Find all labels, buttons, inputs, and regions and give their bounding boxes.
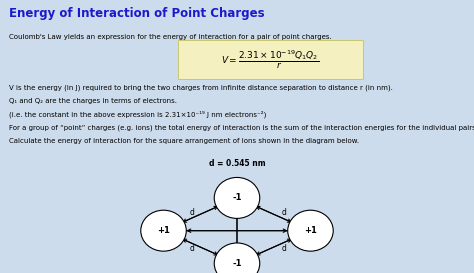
Text: d: d xyxy=(282,208,287,217)
Ellipse shape xyxy=(141,210,186,251)
FancyBboxPatch shape xyxy=(178,40,363,79)
Text: (i.e. the constant in the above expression is 2.31×10⁻¹⁹ J nm electrons⁻²): (i.e. the constant in the above expressi… xyxy=(9,111,267,118)
Text: Calculate the energy of interaction for the square arrangement of ions shown in : Calculate the energy of interaction for … xyxy=(9,138,360,144)
Text: Energy of Interaction of Point Charges: Energy of Interaction of Point Charges xyxy=(9,7,265,20)
Text: Coulomb's Law yields an expression for the energy of interaction for a pair of p: Coulomb's Law yields an expression for t… xyxy=(9,34,332,40)
Text: d: d xyxy=(190,244,194,253)
Ellipse shape xyxy=(288,210,333,251)
Ellipse shape xyxy=(214,177,260,218)
Text: For a group of “point” charges (e.g. ions) the total energy of interaction is th: For a group of “point” charges (e.g. ion… xyxy=(9,125,474,131)
Text: -1: -1 xyxy=(232,259,242,268)
Text: +1: +1 xyxy=(304,226,317,235)
Text: d: d xyxy=(190,208,194,217)
Text: $V = \dfrac{2.31 \times 10^{-19}Q_1Q_2}{r}$: $V = \dfrac{2.31 \times 10^{-19}Q_1Q_2}{… xyxy=(221,48,319,71)
Ellipse shape xyxy=(214,243,260,273)
Text: d = 0.545 nm: d = 0.545 nm xyxy=(209,159,265,168)
Text: Q₁ and Q₂ are the charges in terms of electrons.: Q₁ and Q₂ are the charges in terms of el… xyxy=(9,98,177,104)
Text: -1: -1 xyxy=(232,194,242,202)
Text: +1: +1 xyxy=(157,226,170,235)
Text: d: d xyxy=(282,244,287,253)
Text: V is the energy (in J) required to bring the two charges from infinite distance : V is the energy (in J) required to bring… xyxy=(9,85,393,91)
